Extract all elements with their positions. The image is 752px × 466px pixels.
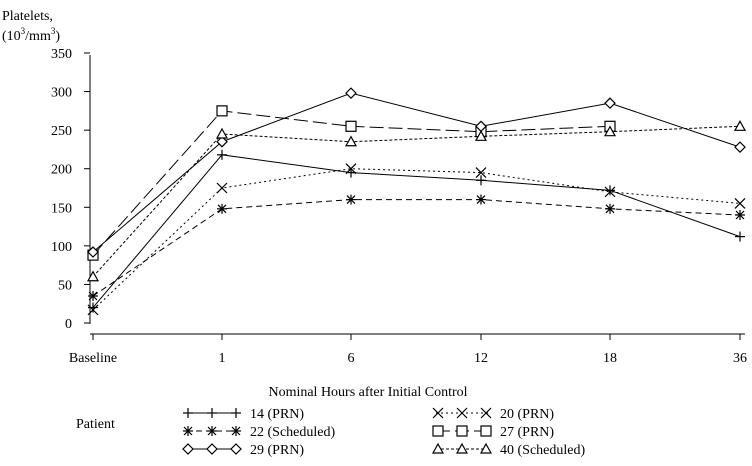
y-axis-label-line2: (103/mm3) (2, 26, 60, 44)
data-point (603, 125, 617, 137)
y-tick-label: 0 (65, 317, 72, 332)
x-tick-label: 36 (733, 351, 747, 366)
legend-marker (456, 407, 468, 419)
data-point (217, 149, 227, 160)
legend-marker (432, 407, 444, 419)
legend-item: 20 (PRN) (432, 407, 554, 422)
data-point (605, 203, 615, 214)
series-path (92, 125, 741, 278)
legend-item: 22 (Scheduled) (183, 425, 335, 440)
legend-marker (207, 408, 217, 418)
data-point (604, 186, 616, 198)
data-point (345, 163, 357, 175)
data-point (345, 120, 357, 132)
data-point (735, 231, 745, 242)
legend-title: Patient (76, 417, 115, 432)
data-point (87, 246, 99, 258)
series-path (92, 92, 741, 253)
legend-item: 27 (PRN) (432, 425, 554, 440)
legend-marker (456, 425, 468, 437)
legend-marker (455, 442, 469, 454)
data-point (87, 304, 99, 316)
legend-marker (480, 425, 492, 437)
data-point (215, 127, 229, 139)
x-tick-label: 6 (348, 351, 355, 366)
legend-marker (183, 408, 193, 418)
x-tick-label: 12 (474, 351, 488, 366)
data-point (344, 135, 358, 147)
data-point (476, 194, 486, 205)
legend-item: 14 (PRN) (183, 407, 304, 422)
legend-marker (207, 426, 217, 436)
series-line-2 (87, 163, 746, 316)
series-path (92, 154, 741, 308)
data-point (605, 185, 615, 196)
data-point (216, 182, 228, 194)
series-line-3 (88, 194, 745, 302)
legend-marker (231, 426, 241, 436)
x-tick-label: 1 (219, 351, 226, 366)
data-point (217, 203, 227, 214)
y-axis-label-line1: Platelets, (2, 9, 53, 24)
legend-label: 40 (Scheduled) (500, 443, 585, 458)
legend-label: 14 (PRN) (250, 407, 304, 422)
data-point (734, 141, 746, 153)
data-point (476, 175, 486, 186)
legend-label: 27 (PRN) (500, 425, 554, 440)
y-tick-label: 150 (51, 201, 72, 216)
data-point (88, 291, 98, 302)
series-line-4 (87, 105, 616, 261)
data-point (345, 87, 357, 99)
data-point (735, 210, 745, 221)
data-point (475, 167, 487, 179)
data-point (346, 194, 356, 205)
y-tick-label: 250 (51, 124, 72, 139)
x-tick-label: 18 (603, 351, 617, 366)
y-tick-label: 100 (51, 240, 72, 255)
legend-marker (431, 442, 445, 454)
data-point (216, 105, 228, 117)
series-path (92, 110, 611, 256)
legend-item: 29 (PRN) (182, 443, 304, 458)
data-point (474, 130, 488, 141)
y-tick-label: 350 (51, 47, 72, 62)
legend-marker (479, 442, 493, 454)
data-point (734, 198, 746, 209)
legend-marker (432, 425, 444, 437)
legend-item: 40 (Scheduled) (431, 442, 585, 458)
data-point (733, 120, 747, 131)
legend-marker (480, 407, 492, 419)
y-tick-label: 200 (51, 163, 72, 178)
data-point (88, 302, 98, 313)
y-tick-label: 300 (51, 86, 72, 101)
legend-marker (206, 443, 218, 455)
data-point (216, 135, 228, 148)
legend-marker (230, 443, 242, 455)
legend-label: 22 (Scheduled) (250, 425, 335, 440)
y-tick-label: 50 (58, 278, 72, 293)
legend-marker (183, 426, 193, 436)
series-line-1 (88, 149, 745, 313)
series-path (92, 168, 741, 311)
series-line-5 (87, 87, 746, 258)
x-tick-label: Baseline (69, 351, 117, 366)
series-line-6 (86, 120, 747, 282)
data-point (604, 97, 616, 109)
legend-label: 20 (PRN) (500, 407, 554, 422)
series-path (92, 199, 741, 297)
legend-marker (182, 443, 194, 455)
data-point (86, 270, 100, 282)
legend-label: 29 (PRN) (250, 443, 304, 458)
legend-marker (231, 408, 241, 418)
x-axis-title: Nominal Hours after Initial Control (268, 385, 467, 400)
